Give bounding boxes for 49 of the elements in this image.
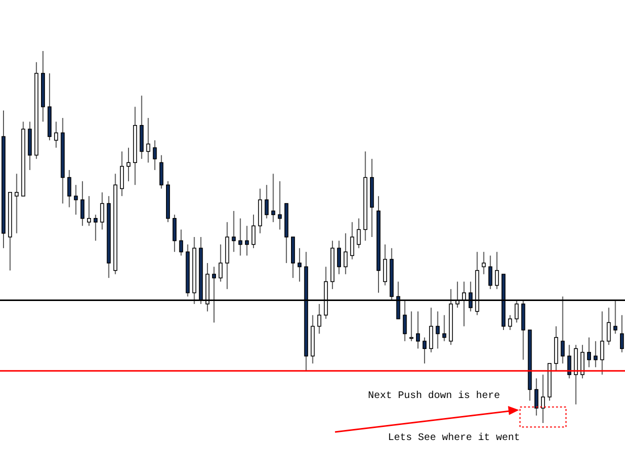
candlestick	[344, 232, 348, 275]
candlestick	[244, 225, 249, 256]
candlestick	[264, 184, 269, 219]
candlestick	[594, 340, 598, 368]
candlestick	[238, 218, 242, 256]
candlestick	[383, 244, 388, 286]
candlestick	[218, 244, 223, 282]
candlestick	[416, 310, 420, 350]
candlestick	[252, 214, 256, 249]
candlestick	[422, 336, 427, 364]
candlestick	[87, 196, 91, 226]
candlestick	[14, 173, 19, 234]
candlestick	[54, 121, 58, 148]
text: Lets See where it went	[388, 433, 520, 444]
candlestick	[620, 314, 624, 353]
candlestick	[232, 210, 236, 252]
candlestick	[67, 170, 72, 208]
candlestick	[94, 214, 98, 242]
candlestick	[600, 310, 604, 376]
candlestick	[606, 307, 611, 346]
candlestick	[298, 248, 302, 282]
candlestick	[350, 222, 354, 260]
candlestick	[159, 154, 164, 190]
candlestick	[488, 255, 492, 290]
candlestick	[146, 117, 150, 164]
candlestick	[172, 214, 177, 252]
candlestick	[541, 374, 545, 423]
candlestick	[429, 307, 434, 353]
candlestick	[179, 229, 184, 256]
candlestick	[317, 303, 322, 334]
candlestick	[508, 314, 512, 330]
candlestick	[120, 150, 124, 197]
candlestick	[152, 140, 157, 171]
candlestick	[442, 314, 446, 342]
candlestick	[278, 180, 282, 230]
candlestick	[100, 192, 104, 230]
candlestick	[494, 251, 499, 290]
candlestick	[356, 218, 361, 249]
candlestick	[482, 251, 486, 275]
candlestick	[534, 378, 538, 416]
candlestick	[74, 184, 78, 216]
candlestick	[337, 240, 341, 275]
candlestick	[409, 310, 414, 342]
candlestick	[271, 173, 276, 223]
annotation: Next Push down is here	[368, 391, 500, 402]
candlestick	[580, 344, 584, 379]
candlestick	[126, 147, 130, 182]
candlestick	[80, 180, 84, 226]
candlestick	[587, 336, 591, 368]
